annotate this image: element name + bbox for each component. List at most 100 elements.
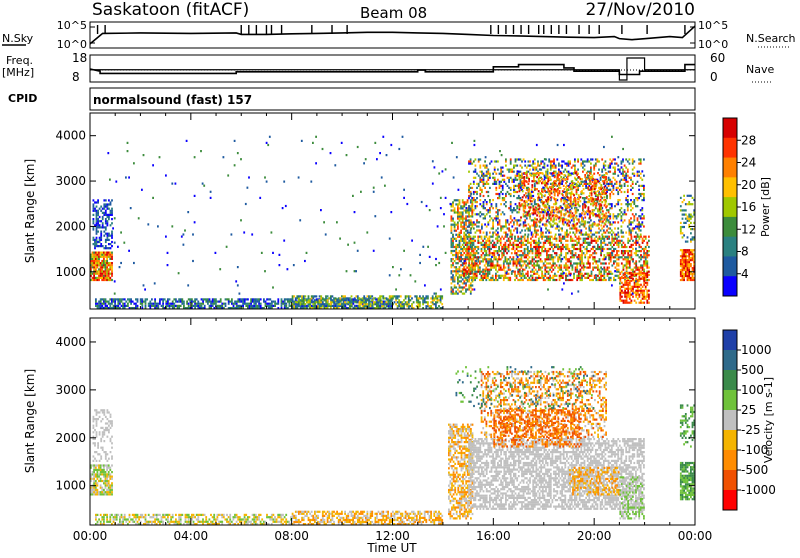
power-cell — [452, 254, 454, 256]
power-cell — [536, 279, 538, 281]
power-cell — [540, 227, 542, 229]
power-cell — [479, 189, 481, 191]
power-cell — [459, 220, 461, 222]
power-cell — [419, 301, 421, 303]
power-cell — [477, 260, 479, 262]
power-cell — [135, 303, 137, 305]
power-cell — [530, 244, 532, 246]
power-cell — [422, 303, 424, 305]
power-cell — [526, 217, 528, 219]
power-cell — [433, 297, 435, 299]
power-cell — [475, 201, 477, 203]
power-cell — [255, 298, 257, 300]
power-cell — [362, 305, 364, 307]
power-cell — [552, 262, 554, 264]
power-cell — [645, 248, 647, 250]
power-cell — [408, 297, 410, 299]
power-cell — [566, 171, 568, 173]
power-cell — [522, 196, 524, 198]
power-cell — [549, 244, 551, 246]
power-cell — [135, 305, 137, 307]
power-cell — [534, 232, 536, 234]
power-cell — [215, 303, 217, 305]
power-cell — [100, 220, 102, 222]
power-cell — [477, 236, 479, 238]
power-cell — [490, 252, 492, 254]
power-cell — [564, 200, 566, 202]
power-cell — [570, 214, 572, 216]
power-cell — [608, 273, 610, 275]
power-cell — [631, 246, 633, 248]
power-cell — [503, 264, 505, 266]
power-cell — [519, 178, 521, 180]
power-cell — [639, 246, 641, 248]
power-cell — [484, 250, 486, 252]
power-cell — [544, 163, 546, 165]
power-cell — [151, 305, 153, 307]
power-cell — [615, 256, 617, 258]
power-cell — [462, 211, 464, 213]
power-cell — [633, 215, 635, 217]
power-cell — [105, 270, 107, 272]
power-cell — [154, 305, 156, 307]
power-cell — [624, 171, 626, 173]
power-cell — [479, 236, 481, 238]
power-cell — [622, 175, 624, 177]
power-cell — [225, 298, 227, 300]
power-cell — [455, 203, 457, 205]
power-cell — [508, 227, 510, 229]
noise-right-tick-bottom: 10^0 — [698, 38, 728, 51]
power-cell — [624, 252, 626, 254]
power-cell — [595, 232, 597, 234]
power-cell — [180, 298, 182, 300]
power-cell — [572, 232, 574, 234]
power-cell — [122, 305, 124, 307]
power-cell — [557, 178, 559, 180]
power-cell — [209, 298, 211, 300]
power-cell — [487, 179, 489, 181]
power-cell — [411, 305, 413, 307]
power-cell — [544, 204, 546, 206]
power-cell — [292, 297, 294, 299]
power-cell — [495, 187, 497, 189]
power-cell — [103, 254, 105, 256]
power-cell — [521, 173, 523, 175]
power-cell — [459, 246, 461, 248]
power-cell — [462, 244, 464, 246]
power-cell — [538, 240, 540, 242]
power-cell — [258, 298, 260, 300]
power-cell — [516, 173, 518, 175]
power-cell — [541, 194, 543, 196]
power-cell — [645, 246, 647, 248]
power-cell — [124, 298, 126, 300]
power-cell — [486, 165, 488, 167]
power-cell — [625, 177, 627, 179]
power-cell — [484, 254, 486, 256]
power-cell — [595, 262, 597, 264]
power-cell — [213, 303, 215, 305]
power-cell — [513, 179, 515, 181]
power-cell — [541, 208, 543, 210]
power-cell — [515, 165, 517, 167]
power-cell — [560, 198, 562, 200]
power-cell — [457, 293, 459, 295]
power-cell — [365, 299, 367, 301]
power-cell — [114, 303, 116, 305]
power-cell — [568, 160, 570, 162]
power-cell — [615, 279, 617, 281]
power-cell — [111, 252, 113, 254]
power-cell — [536, 252, 538, 254]
power-cell — [99, 245, 101, 247]
power-cell — [451, 226, 453, 228]
power-cell — [584, 256, 586, 258]
power-cell — [137, 305, 139, 307]
power-cell — [637, 225, 639, 227]
power-cell — [521, 240, 523, 242]
power-cell — [593, 165, 595, 167]
power-cell — [521, 242, 523, 244]
power-cell — [490, 236, 492, 238]
power-cell — [523, 180, 525, 182]
power-cell — [145, 303, 147, 305]
power-cell — [382, 303, 384, 305]
power-cell — [117, 298, 119, 300]
